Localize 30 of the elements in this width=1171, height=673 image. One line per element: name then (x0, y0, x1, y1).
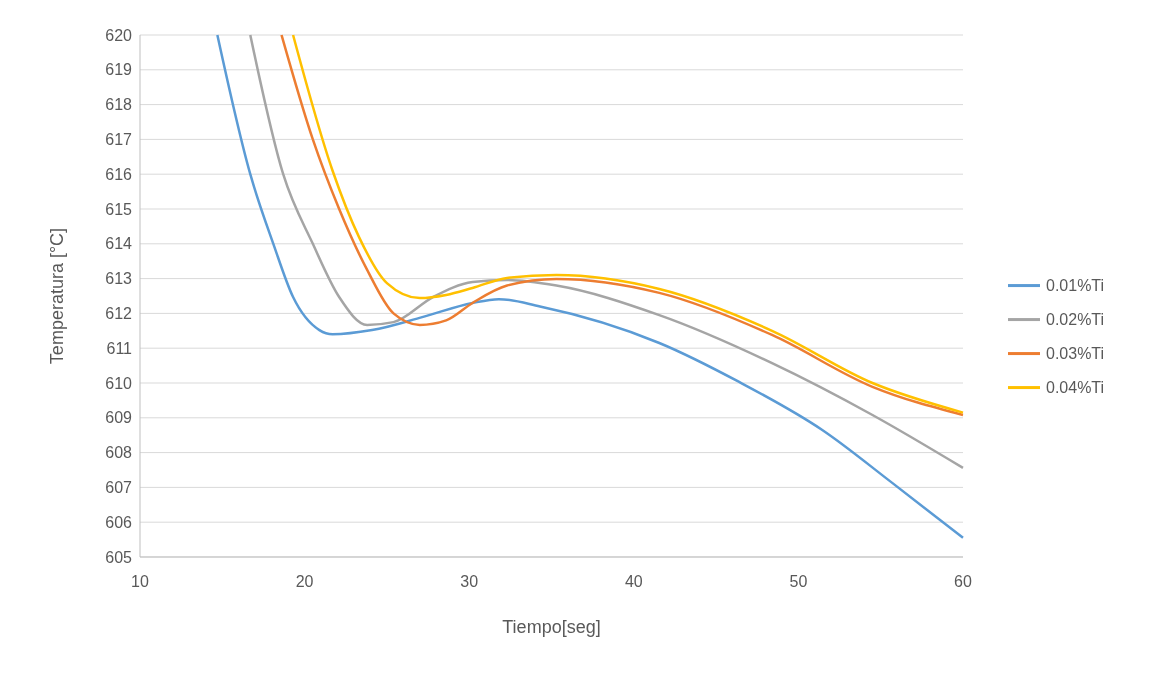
line-series (249, 33, 965, 470)
y-tick-label: 610 (105, 374, 133, 392)
y-axis-title: Temperatura [°C] (47, 227, 67, 365)
y-tick-label: 620 (105, 26, 133, 44)
y-tick-label: 615 (105, 200, 133, 218)
y-tick-label: 616 (105, 165, 133, 183)
x-tick-label: 20 (295, 573, 314, 590)
legend-label: 0.03%Ti (1046, 345, 1105, 363)
y-tick-label: 606 (105, 513, 133, 531)
x-tick-label: 60 (954, 573, 972, 590)
y-tick-label: 617 (105, 131, 133, 148)
x-tick-label: 50 (789, 573, 808, 590)
y-tick-label: 605 (105, 548, 133, 566)
y-tick-label: 618 (105, 96, 133, 114)
x-tick-label: 10 (131, 573, 149, 590)
y-tick-label: 614 (105, 235, 133, 253)
legend-label: 0.01%Ti (1046, 277, 1105, 295)
x-axis-title: Tiempo[seg] (502, 617, 601, 637)
y-tick-label: 619 (105, 61, 133, 79)
x-tick-label: 40 (624, 573, 643, 590)
y-tick-label: 608 (105, 444, 133, 462)
y-tick-label: 609 (105, 409, 133, 427)
legend-label: 0.04%Ti (1046, 379, 1105, 397)
y-tick-label: 612 (105, 305, 133, 322)
line-series (216, 33, 965, 540)
y-tick-label: 611 (106, 339, 133, 357)
legend-label: 0.02%Ti (1046, 311, 1105, 329)
x-tick-label: 30 (460, 573, 479, 590)
y-tick-label: 607 (105, 479, 133, 496)
y-tick-label: 613 (105, 270, 133, 288)
